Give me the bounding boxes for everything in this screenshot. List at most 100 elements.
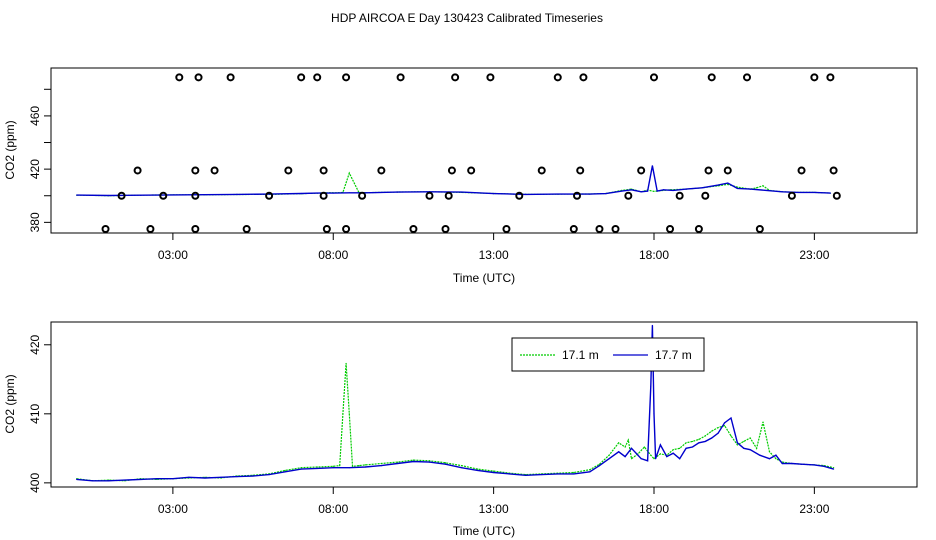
- top-marker-point: [755, 225, 764, 234]
- top-data-point-blue: [348, 192, 350, 194]
- bottom-data-point-blue: [444, 463, 447, 465]
- bottom-data-point-green: [460, 464, 463, 467]
- top-marker-point: [573, 191, 582, 200]
- bottom-data-point-blue: [412, 460, 415, 463]
- bottom-data-point-blue: [723, 422, 726, 424]
- top-marker-point: [701, 191, 710, 200]
- bottom-data-point-blue: [833, 468, 835, 470]
- bottom-data-point-blue: [698, 442, 700, 444]
- bottom-x-tick-label: 08:00: [318, 502, 348, 516]
- bottom-data-point-green: [624, 446, 626, 448]
- bottom-data-point-blue: [666, 456, 668, 458]
- bottom-data-point-blue: [653, 413, 655, 415]
- top-data-point-blue: [663, 189, 665, 191]
- top-y-tick-label: 380: [28, 212, 42, 232]
- bottom-data-point-blue: [813, 464, 815, 466]
- top-marker-point: [425, 191, 434, 200]
- top-data-point-blue: [781, 191, 783, 193]
- top-marker-point: [210, 166, 219, 175]
- bottom-data-point-blue: [759, 454, 761, 456]
- top-marker-point: [377, 166, 386, 175]
- top-x-tick-label: 13:00: [479, 248, 509, 262]
- top-marker-point: [694, 225, 703, 234]
- top-marker-point: [829, 166, 838, 175]
- top-marker-point: [322, 225, 331, 234]
- top-marker-point: [319, 191, 328, 200]
- bottom-data-point-green: [833, 467, 835, 469]
- bottom-data-point-green: [351, 465, 354, 467]
- bottom-data-point-blue: [76, 478, 78, 481]
- bottom-data-point-blue: [557, 473, 559, 475]
- bottom-data-point-blue: [316, 467, 318, 469]
- bottom-data-point-green: [380, 462, 382, 465]
- top-data-point-blue: [316, 192, 318, 194]
- top-data-point-blue: [460, 191, 463, 193]
- bottom-data-point-blue: [188, 476, 190, 478]
- top-data-point-blue: [605, 193, 607, 195]
- top-marker-point: [515, 191, 524, 200]
- top-marker-point: [666, 225, 675, 234]
- top-marker-point: [284, 166, 293, 175]
- bottom-data-point-green: [348, 413, 350, 415]
- bottom-data-point-blue: [800, 463, 803, 465]
- bottom-data-point-green: [618, 442, 620, 444]
- bottom-data-point-green: [332, 465, 334, 467]
- top-plot-frame: [50, 67, 918, 234]
- top-marker-point: [242, 225, 251, 234]
- top-data-point-blue: [140, 194, 142, 196]
- bottom-data-point-blue: [640, 458, 642, 460]
- bottom-data-point-blue: [348, 467, 350, 469]
- top-marker-point: [723, 166, 732, 175]
- top-data-point-blue: [765, 189, 767, 192]
- top-data-point-blue: [557, 193, 559, 195]
- top-data-point-blue: [268, 193, 270, 195]
- top-data-point-blue: [797, 191, 799, 194]
- top-marker-point: [787, 191, 796, 200]
- bottom-plot-frame: [50, 321, 918, 488]
- bottom-y-axis-label: CO2 (ppm): [3, 374, 17, 433]
- top-data-point-blue: [685, 188, 687, 190]
- legend-label-17-7: 17.7 m: [655, 348, 692, 362]
- top-marker-point: [624, 191, 633, 200]
- bottom-data-point-blue: [730, 417, 732, 419]
- bottom-data-point-green: [627, 439, 629, 441]
- bottom-data-point-blue: [300, 468, 302, 470]
- top-data-point-blue: [727, 182, 729, 184]
- top-data-point-blue: [672, 189, 674, 192]
- bottom-data-point-green: [316, 466, 318, 468]
- top-data-point-blue: [76, 194, 78, 196]
- top-marker-point: [447, 166, 456, 175]
- bottom-data-point-green: [476, 468, 479, 470]
- top-marker-point: [743, 73, 752, 82]
- top-data-point-blue: [701, 187, 703, 189]
- bottom-data-point-green: [749, 437, 751, 439]
- bottom-data-point-green: [643, 446, 645, 448]
- top-data-point-blue: [108, 194, 110, 197]
- bottom-data-point-blue: [493, 471, 495, 474]
- bottom-y-tick-label: 410: [28, 403, 42, 423]
- top-data-point-blue: [656, 190, 658, 192]
- top-marker-point: [579, 73, 588, 82]
- top-marker-point: [576, 166, 585, 175]
- top-data-point-blue: [332, 192, 334, 194]
- bottom-data-point-green: [736, 444, 738, 446]
- bottom-data-point-green: [691, 440, 694, 443]
- top-data-point-green: [736, 186, 738, 188]
- bottom-data-point-blue: [156, 478, 158, 480]
- top-data-point-blue: [172, 194, 174, 196]
- bottom-data-point-blue: [736, 442, 738, 444]
- top-marker-point: [342, 73, 351, 82]
- bottom-data-point-blue: [775, 454, 777, 456]
- bottom-x-tick-label: 03:00: [158, 502, 188, 516]
- bottom-series-line-blue: [76, 325, 834, 482]
- top-marker-point: [175, 73, 184, 82]
- bottom-data-point-blue: [396, 462, 398, 465]
- bottom-data-point-green: [598, 463, 601, 465]
- bottom-y-tick-label: 400: [28, 473, 42, 493]
- bottom-data-point-blue: [650, 385, 652, 387]
- top-series-line-blue: [76, 165, 831, 197]
- bottom-data-point-blue: [509, 473, 511, 475]
- bottom-data-point-blue: [781, 462, 783, 465]
- bottom-panel: 03:00 08:00 13:00 18:00 23:00 400 410 420: [28, 321, 918, 516]
- top-x-tick-label: 08:00: [318, 248, 348, 262]
